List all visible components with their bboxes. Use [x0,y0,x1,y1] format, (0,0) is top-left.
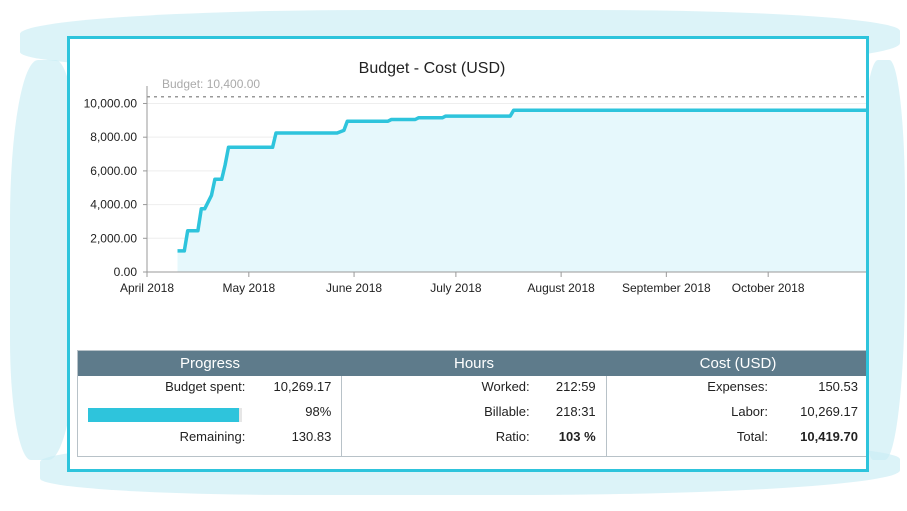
x-tick-label: April 2018 [120,281,174,295]
remaining-label: Remaining: [179,429,246,444]
budget-line-label: Budget: 10,400.00 [162,77,260,91]
cost-header: Cost (USD) [699,355,777,372]
budget-percent: 98% [305,404,332,419]
x-tick-label: May 2018 [222,281,275,295]
budget-spent-label: Budget spent: [165,379,246,394]
cost-area [177,110,866,272]
y-tick-label: 6,000.00 [90,164,137,178]
stats-header: Progress Hours Cost (USD) [78,351,866,376]
billable-value: 218:31 [555,404,596,419]
chart-title: Budget - Cost (USD) [359,60,506,77]
budget-chart: Budget - Cost (USD) Budget: 10,400.00 0.… [84,60,866,295]
billable-label: Billable: [484,404,530,419]
labor-label: Labor: [731,404,768,419]
hours-column: Worked: 212:59 Billable: 218:31 Ratio: 1… [342,376,607,456]
x-tick-label: June 2018 [326,281,382,295]
stats-table: Progress Hours Cost (USD) Budget spent: … [77,350,866,457]
remaining-value: 130.83 [291,429,332,444]
cost-column: Expenses: 150.53 Labor: 10,269.17 Total:… [607,376,866,456]
y-tick-label: 10,000.00 [84,96,138,110]
worked-value: 212:59 [555,379,596,394]
x-tick-label: September 2018 [622,281,711,295]
x-tick-label: October 2018 [732,281,805,295]
y-tick-label: 2,000.00 [90,231,137,245]
labor-value: 10,269.17 [800,404,858,419]
ratio-value: 103 % [558,429,596,444]
total-label: Total: [736,429,768,444]
hours-header: Hours [453,355,494,372]
expenses-value: 150.53 [818,379,858,394]
x-tick-label: July 2018 [430,281,482,295]
budget-progress-bar [88,408,242,422]
expenses-label: Expenses: [707,379,768,394]
progress-header: Progress [179,355,241,372]
ratio-label: Ratio: [495,429,530,444]
budget-card: Budget - Cost (USD) Budget: 10,400.00 0.… [67,36,869,472]
y-tick-label: 8,000.00 [90,130,137,144]
budget-spent-value: 10,269.17 [273,379,332,394]
total-value: 10,419.70 [800,429,858,444]
worked-label: Worked: [481,379,530,394]
budget-progress-fill [88,408,239,422]
x-tick-label: August 2018 [527,281,595,295]
y-tick-label: 4,000.00 [90,198,137,212]
cost-line [177,108,866,253]
progress-column: Budget spent: 10,269.17 98% Remaining: 1… [78,376,343,456]
y-tick-label: 0.00 [114,265,138,279]
